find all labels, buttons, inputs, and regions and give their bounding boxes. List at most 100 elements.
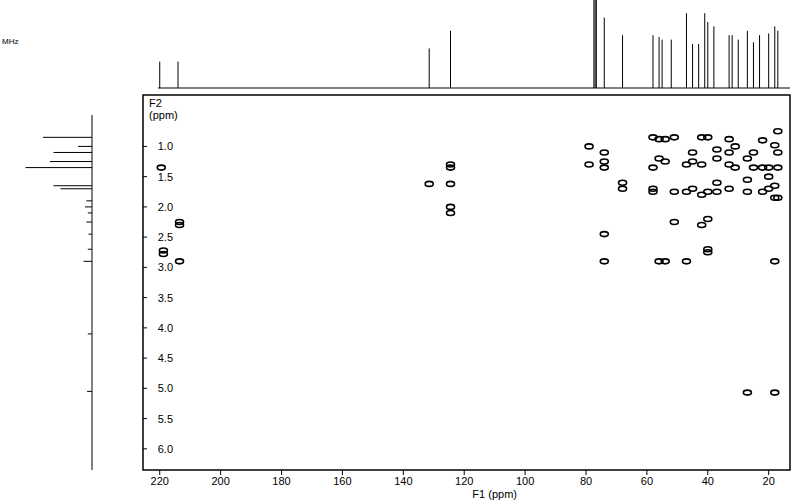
cross-peak: [771, 390, 779, 395]
y-tick-label: 1.0: [158, 140, 173, 152]
cross-peak: [600, 232, 608, 237]
cross-peak: [743, 156, 751, 161]
y-tick: [143, 418, 147, 419]
f2-peak: [88, 249, 92, 250]
cross-peak: [749, 165, 757, 170]
x-tick-label: 80: [580, 475, 592, 487]
y-tick: [143, 176, 147, 177]
f2-peak: [54, 185, 93, 186]
cross-peak: [661, 159, 669, 164]
cross-peak: [774, 150, 782, 155]
cross-peak: [704, 135, 712, 140]
cross-peak: [725, 186, 733, 191]
cross-peak: [731, 144, 739, 149]
cross-peak: [704, 250, 712, 255]
y-tick: [143, 448, 147, 449]
y-tick-label: 3.5: [158, 292, 173, 304]
f1-peak: [713, 26, 714, 88]
f2-peak: [87, 391, 92, 392]
f1-peak: [768, 33, 769, 88]
y-axis-label: F2(ppm): [149, 97, 178, 121]
y-tick: [143, 206, 147, 207]
f1-peak: [774, 26, 775, 88]
cross-peak: [713, 156, 721, 161]
f1-peak: [596, 0, 597, 88]
cross-peak: [447, 210, 455, 215]
x-tick-label: 160: [333, 475, 351, 487]
cross-peak: [661, 137, 669, 142]
y-tick-label: 3.0: [158, 261, 173, 273]
y-tick: [143, 297, 147, 298]
cross-peak: [425, 181, 433, 186]
cross-peak: [670, 189, 678, 194]
cross-peak: [698, 162, 706, 167]
cross-peak: [176, 259, 184, 264]
title: MHz: [2, 37, 18, 46]
f2-peak: [86, 222, 92, 223]
y-tick: [143, 237, 147, 238]
cross-peak: [749, 150, 757, 155]
cross-peak: [743, 189, 751, 194]
f2-peak: [85, 206, 92, 207]
cross-peak: [704, 189, 712, 194]
cross-peak: [447, 204, 455, 209]
f1-peak: [429, 48, 430, 88]
x-tick-label: 220: [151, 475, 169, 487]
x-tick-label: 20: [763, 475, 775, 487]
y-tick-label: 4.5: [158, 352, 173, 364]
cross-peaks: [157, 129, 782, 395]
f2-peak: [78, 146, 92, 147]
f1-peak: [671, 40, 672, 88]
y-tick: [143, 327, 147, 328]
cross-peak: [713, 180, 721, 185]
f1-peak: [659, 37, 660, 88]
cross-peak: [731, 165, 739, 170]
cross-peak: [704, 216, 712, 221]
cross-peak: [759, 138, 767, 143]
y-tick: [143, 267, 147, 268]
cross-peak: [774, 129, 782, 134]
cross-peak: [713, 189, 721, 194]
cross-peak: [725, 150, 733, 155]
cross-peak: [600, 150, 608, 155]
cross-peak: [765, 174, 773, 179]
f2-peak: [50, 161, 92, 162]
f1-peak: [450, 31, 451, 88]
cross-peak: [661, 259, 669, 264]
y-tick-label: 2.5: [158, 231, 173, 243]
f1-peak: [662, 40, 663, 88]
cross-peak: [447, 181, 455, 186]
f2-peak: [54, 152, 93, 153]
f2-peak: [89, 234, 93, 235]
f1-peak: [622, 35, 623, 88]
f2-baseline: [92, 115, 93, 470]
f2-peak: [61, 188, 93, 189]
f1-peak: [593, 0, 594, 88]
cross-peak: [670, 135, 678, 140]
cross-peak: [585, 162, 593, 167]
f1-baseline: [158, 88, 790, 89]
y-tick-label: 1.5: [158, 171, 173, 183]
f2-peak: [84, 261, 92, 262]
f1-peak: [652, 35, 653, 88]
x-tick-label: 180: [272, 475, 290, 487]
f1-peak: [738, 40, 739, 88]
f1-peak: [707, 22, 708, 88]
f2-peak: [86, 200, 92, 201]
y-tick-label: 4.0: [158, 322, 173, 334]
cross-peak: [176, 223, 184, 228]
cross-peak: [713, 147, 721, 152]
cross-peak: [689, 150, 697, 155]
cross-peak: [771, 259, 779, 264]
cross-peak: [619, 180, 627, 185]
cross-peak: [743, 177, 751, 182]
y-tick-label: 2.0: [158, 201, 173, 213]
f2-peak: [88, 333, 92, 334]
cross-peak: [774, 195, 782, 200]
x-tick-label: 200: [211, 475, 229, 487]
f1-peak: [604, 18, 605, 88]
f1-peak: [686, 13, 687, 88]
cross-peak: [689, 159, 697, 164]
f1-peak: [759, 35, 760, 88]
cross-peak: [682, 259, 690, 264]
